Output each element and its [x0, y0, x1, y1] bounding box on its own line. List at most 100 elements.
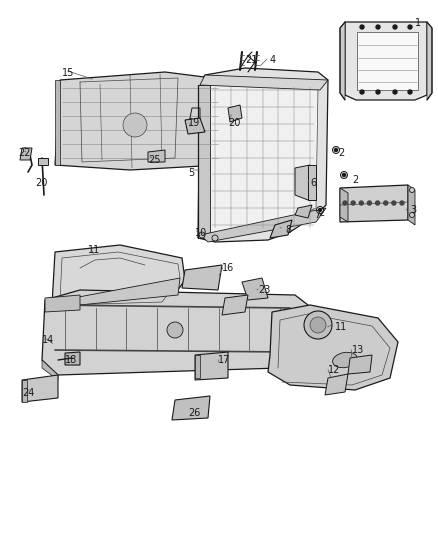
- Ellipse shape: [332, 352, 357, 368]
- Polygon shape: [308, 165, 316, 200]
- Circle shape: [392, 201, 396, 205]
- Circle shape: [310, 317, 326, 333]
- Text: 26: 26: [188, 408, 200, 418]
- Text: 3: 3: [410, 205, 416, 215]
- Polygon shape: [295, 205, 312, 218]
- Circle shape: [332, 147, 339, 154]
- Polygon shape: [55, 80, 60, 165]
- Polygon shape: [295, 165, 316, 200]
- Text: 11: 11: [88, 245, 100, 255]
- Text: 16: 16: [222, 263, 234, 273]
- Polygon shape: [357, 32, 418, 90]
- Circle shape: [408, 90, 412, 94]
- Text: 4: 4: [270, 55, 276, 65]
- Text: 21: 21: [245, 55, 258, 65]
- Circle shape: [359, 201, 363, 205]
- Polygon shape: [270, 220, 292, 238]
- Text: 2: 2: [352, 175, 358, 185]
- Polygon shape: [345, 22, 427, 100]
- Polygon shape: [20, 148, 32, 160]
- Polygon shape: [198, 85, 210, 238]
- Text: 6: 6: [310, 178, 316, 188]
- Text: 8: 8: [285, 225, 291, 235]
- Circle shape: [123, 113, 147, 137]
- Circle shape: [317, 206, 324, 214]
- Text: 15: 15: [62, 68, 74, 78]
- Text: 7: 7: [314, 210, 320, 220]
- Polygon shape: [427, 22, 432, 100]
- Circle shape: [360, 90, 364, 94]
- Polygon shape: [45, 295, 80, 312]
- Text: 18: 18: [65, 355, 77, 365]
- Polygon shape: [222, 295, 248, 315]
- Text: 13: 13: [352, 345, 364, 355]
- Circle shape: [410, 213, 414, 217]
- Text: 17: 17: [218, 355, 230, 365]
- Polygon shape: [50, 278, 180, 308]
- Text: 10: 10: [195, 228, 207, 238]
- Circle shape: [410, 188, 414, 192]
- Polygon shape: [280, 355, 308, 370]
- Text: 24: 24: [22, 388, 34, 398]
- Text: 22: 22: [18, 148, 31, 158]
- Polygon shape: [185, 118, 205, 134]
- Text: 23: 23: [258, 285, 270, 295]
- Circle shape: [375, 201, 380, 205]
- Polygon shape: [340, 185, 408, 222]
- Circle shape: [343, 174, 346, 176]
- Polygon shape: [195, 352, 228, 380]
- Circle shape: [199, 232, 205, 238]
- Polygon shape: [268, 305, 398, 390]
- Polygon shape: [172, 396, 210, 420]
- Polygon shape: [208, 78, 318, 235]
- Circle shape: [167, 322, 183, 338]
- Circle shape: [212, 235, 218, 241]
- Polygon shape: [348, 355, 372, 374]
- Text: 2: 2: [338, 148, 344, 158]
- Polygon shape: [198, 68, 328, 242]
- Circle shape: [304, 311, 332, 339]
- Polygon shape: [65, 352, 80, 365]
- Polygon shape: [200, 75, 328, 90]
- Circle shape: [376, 25, 380, 29]
- Text: 25: 25: [148, 155, 160, 165]
- Circle shape: [367, 201, 371, 205]
- Circle shape: [376, 90, 380, 94]
- Polygon shape: [242, 278, 268, 300]
- Polygon shape: [408, 185, 415, 225]
- Polygon shape: [325, 374, 348, 395]
- Text: 14: 14: [42, 335, 54, 345]
- Text: 2: 2: [318, 208, 324, 218]
- Polygon shape: [182, 265, 222, 290]
- Circle shape: [351, 201, 355, 205]
- Circle shape: [393, 90, 397, 94]
- Circle shape: [384, 201, 388, 205]
- Polygon shape: [55, 72, 228, 170]
- Text: 11: 11: [335, 322, 347, 332]
- Text: 20: 20: [228, 118, 240, 128]
- Circle shape: [393, 25, 397, 29]
- Polygon shape: [52, 245, 185, 315]
- Polygon shape: [148, 150, 165, 162]
- Circle shape: [400, 201, 404, 205]
- Polygon shape: [340, 188, 348, 222]
- Polygon shape: [22, 375, 58, 402]
- Polygon shape: [195, 355, 200, 378]
- Text: 19: 19: [188, 118, 200, 128]
- Polygon shape: [200, 208, 326, 242]
- Polygon shape: [42, 360, 58, 380]
- Circle shape: [340, 172, 347, 179]
- Polygon shape: [340, 22, 345, 100]
- Text: 5: 5: [188, 168, 194, 178]
- Circle shape: [343, 201, 347, 205]
- Text: 12: 12: [328, 365, 340, 375]
- Text: 20: 20: [35, 178, 47, 188]
- Polygon shape: [42, 290, 308, 375]
- Polygon shape: [22, 380, 27, 402]
- Circle shape: [360, 25, 364, 29]
- Polygon shape: [228, 105, 242, 122]
- Circle shape: [408, 25, 412, 29]
- Circle shape: [318, 208, 321, 212]
- Circle shape: [335, 149, 338, 151]
- Text: 1: 1: [415, 18, 421, 28]
